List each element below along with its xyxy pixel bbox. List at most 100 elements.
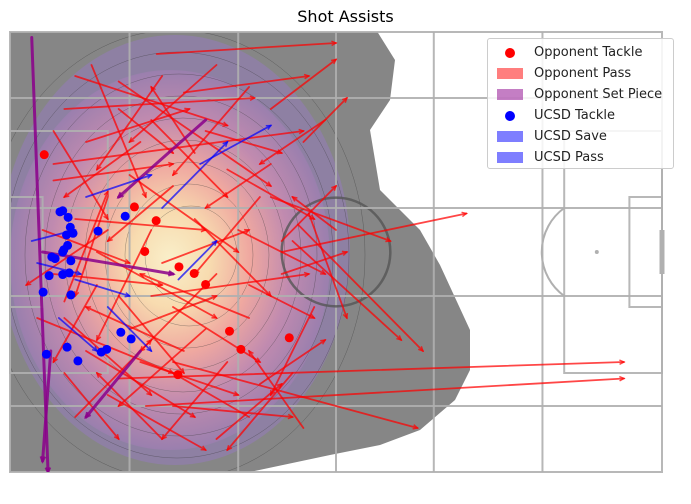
opponent-pass-arrowhead	[113, 433, 120, 441]
ucsd-tackle-point	[44, 271, 54, 281]
opponent-pass-arrowhead	[204, 203, 211, 209]
opponent-pass-arrowhead	[417, 346, 425, 353]
opponent-pass-arrow	[63, 141, 142, 198]
opponent-pass-arrow	[204, 130, 283, 154]
opponent-pass-arrowhead	[226, 444, 233, 452]
shot-assist-marks	[24, 36, 626, 472]
ucsd-tackle-point	[58, 270, 68, 280]
legend-swatch	[496, 110, 524, 121]
opponent-pass-arrowhead	[258, 159, 265, 165]
opponent-pass-arrow	[172, 372, 250, 418]
opponent-pass-arrow	[297, 223, 424, 352]
legend-marker	[497, 131, 523, 142]
ucsd-pass-arrow	[199, 124, 272, 165]
legend-item-ucsd-tackle: UCSD Tackle	[496, 105, 665, 126]
opponent-pass-arrow	[215, 383, 283, 440]
opponent-pass-arrow	[161, 229, 250, 264]
opponent-pass-arrow	[259, 119, 327, 165]
legend-item-ucsd-pass: UCSD Pass	[496, 147, 665, 168]
opponent-pass-arrowhead	[341, 250, 349, 257]
opponent-pass-arrowhead	[62, 192, 70, 198]
ucsd-pass-arrowhead	[222, 140, 229, 147]
opponent-tackle-point	[225, 326, 235, 336]
opponent-pass-arrow	[52, 284, 98, 363]
ucsd-tackle-point	[63, 212, 73, 222]
legend-label: UCSD Save	[534, 129, 607, 144]
opponent-pass-arrowhead	[167, 368, 175, 375]
legend-swatch	[496, 89, 524, 100]
opponent-pass-arrowhead	[211, 294, 219, 301]
ucsd-pass-arrowhead	[124, 292, 132, 298]
ucsd-pass-arrow	[161, 141, 229, 209]
opponent-pass-arrowhead	[342, 312, 349, 320]
opponent-pass-arrowhead	[138, 272, 146, 279]
legend-marker	[497, 89, 523, 100]
opponent-pass-arrowhead	[309, 313, 316, 319]
ucsd-tackle-point	[41, 349, 51, 359]
opponent-pass-arrow	[150, 86, 196, 154]
ucsd-pass-arrowhead	[146, 346, 153, 353]
legend-label: Opponent Set Piece	[534, 87, 663, 102]
right-six-yard-box	[628, 196, 664, 308]
ucsd-pass-arrow	[74, 278, 131, 297]
opponent-pass-arrow	[291, 240, 403, 341]
density-contour	[124, 183, 254, 327]
opponent-pass-arrowhead	[146, 338, 153, 345]
legend-item-opponent-set-piece: Opponent Set Piece	[496, 84, 665, 105]
opponent-pass-arrow	[117, 108, 174, 154]
opponent-pass-arrowhead	[157, 281, 164, 288]
opponent-pass-arrow	[269, 306, 316, 396]
opponent-pass-arrowhead	[298, 128, 306, 135]
opponent-pass-arrowhead	[396, 335, 403, 342]
ucsd-tackle-point	[73, 356, 83, 366]
opponent-pass-arrow	[150, 119, 229, 198]
opponent-pass-arrow	[204, 163, 272, 209]
opponent-set-piece-arrowhead	[44, 466, 52, 472]
opponent-pass-arrowhead	[244, 228, 251, 235]
penalty-arc	[540, 207, 565, 297]
opponent-pass-arrowhead	[461, 211, 469, 218]
opponent-pass-arrowhead	[124, 258, 132, 265]
opponent-pass-arrowhead	[619, 375, 626, 382]
opponent-pass-arrow	[63, 190, 109, 303]
opponent-pass-arrow	[280, 251, 348, 275]
opponent-pass-arrow	[172, 405, 294, 418]
opponent-pass-arrowhead	[95, 371, 102, 378]
density-contour	[104, 161, 270, 349]
opponent-pass-arrow	[52, 130, 109, 220]
opponent-tackle-point	[173, 370, 183, 380]
opponent-pass-arrow	[248, 284, 316, 319]
opponent-set-piece-arrowhead	[116, 191, 124, 199]
ucsd-tackle-point	[96, 347, 106, 357]
opponent-set-piece-arrow	[30, 36, 50, 472]
opponent-pass-arrowhead	[320, 269, 327, 275]
opponent-pass-arrowhead	[619, 359, 626, 365]
opponent-pass-arrow	[63, 372, 120, 440]
opponent-tackle-point	[284, 333, 294, 343]
opponent-pass-arrow	[193, 218, 272, 297]
opponent-pass-arrowhead	[146, 390, 153, 397]
opponent-pass-arrowhead	[291, 195, 298, 202]
opponent-pass-arrowhead	[276, 382, 283, 389]
ucsd-tackle-point	[93, 226, 103, 236]
opponent-pass-arrow	[117, 361, 625, 380]
opponent-pass-arrow	[226, 372, 294, 451]
opponent-pass-arrowhead	[287, 413, 295, 420]
opponent-tackle-point	[129, 202, 139, 212]
legend-label: UCSD Pass	[534, 150, 604, 165]
opponent-pass-arrow	[150, 273, 310, 297]
ucsd-tackle-point	[68, 228, 78, 238]
opponent-pass-arrowhead	[150, 85, 156, 93]
opponent-pass-arrow	[128, 295, 218, 330]
opponent-pass-arrow	[52, 130, 305, 165]
opponent-pass-arrow	[226, 168, 316, 220]
opponent-tackle-point	[151, 216, 161, 226]
opponent-pass-arrowhead	[341, 96, 349, 103]
ucsd-pass-arrowhead	[265, 124, 273, 130]
opponent-pass-arrowhead	[233, 247, 240, 253]
legend-swatch	[496, 131, 524, 142]
opponent-pass-arrow	[280, 212, 468, 253]
opponent-pass-arrowhead	[270, 389, 276, 397]
opponent-pass-arrowhead	[211, 313, 218, 319]
